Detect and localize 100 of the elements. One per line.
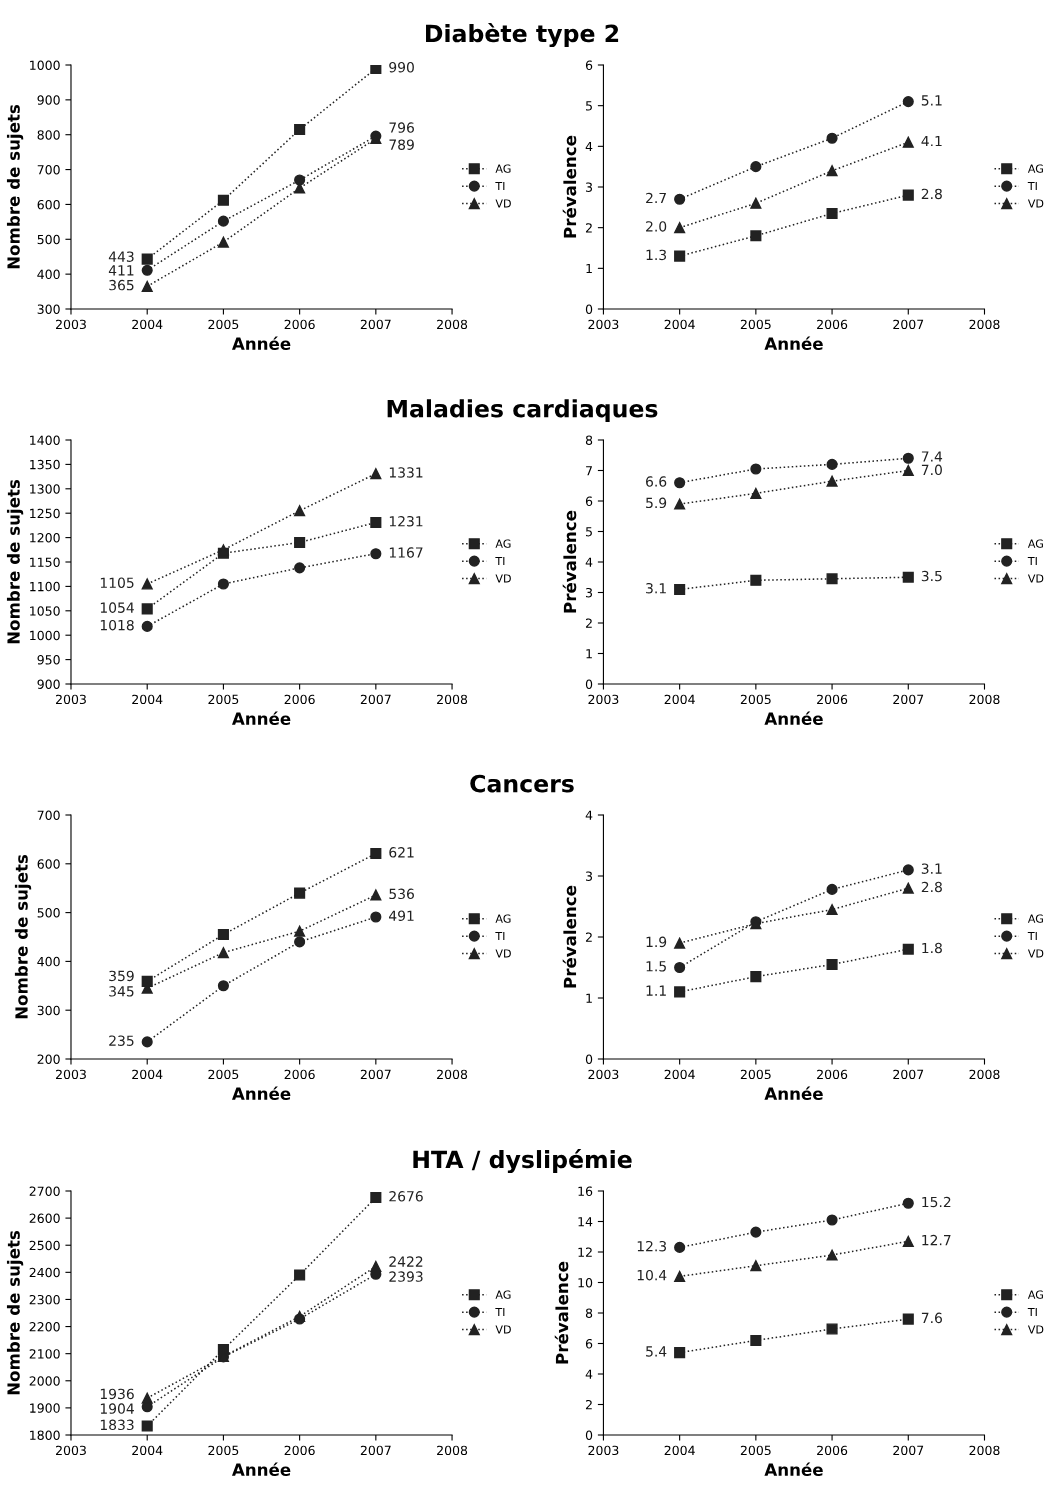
y-tick-label: 2600 [29,1213,60,1224]
y-tick-label: 2700 [29,1186,60,1196]
y-tick-label: 3 [586,587,593,598]
x-tick-label: 2004 [132,1069,163,1080]
x-tick-label: 2008 [437,1445,468,1456]
y-tick-label: 3 [586,871,593,881]
y-tick-label: 600 [37,199,60,210]
data-label: 1.1 [646,985,666,996]
y-tick-label: 1050 [30,606,60,616]
legend-label: VD [1027,199,1044,208]
x-tick-label: 2007 [893,319,924,330]
data-label: 3.1 [646,582,666,594]
y-tick-label: 12 [578,1247,592,1257]
data-label: 5.4 [646,1346,667,1357]
data-label: 1167 [389,547,423,558]
y-tick-label: 10 [578,1277,593,1288]
legend-label: AG [495,539,511,548]
y-tick-label: 700 [37,810,60,820]
legend-label: TI [495,181,505,191]
x-axis-title: Année [764,1086,823,1100]
data-label: 1936 [100,1388,134,1400]
y-tick-label: 950 [37,655,60,665]
y-axis-title: Prévalence [562,885,577,988]
y-tick-label: 6 [585,496,593,506]
data-label: 990 [389,62,414,73]
x-axis-title: Année [764,336,823,350]
data-label: 2393 [389,1271,423,1282]
x-tick-label: 2004 [664,1445,695,1456]
y-tick-label: 5 [586,527,592,537]
x-tick-label: 2003 [588,1445,619,1456]
x-tick-label: 2006 [284,1069,315,1080]
y-tick-label: 2 [585,932,592,942]
x-tick-label: 2006 [284,1445,315,1456]
y-tick-label: 300 [37,1005,60,1016]
y-tick-label: 5 [586,101,592,111]
data-label: 1331 [389,467,423,478]
text: Maladies cardiaques [387,399,658,423]
y-axis-title: Prévalence [562,135,577,238]
x-tick-label: 2004 [132,1445,163,1456]
y-tick-label: 2400 [29,1267,60,1278]
data-label: 7.0 [921,464,942,476]
x-axis-title: Année [231,711,291,725]
y-tick-label: 900 [37,679,60,689]
y-tick-label: 1 [586,993,592,1003]
y-tick-label: 1250 [30,508,60,519]
data-label: 621 [389,847,414,858]
data-label: 345 [109,986,134,997]
x-tick-label: 2003 [588,1069,619,1080]
x-tick-label: 2003 [56,1069,86,1080]
legend-label: AG [1027,539,1043,548]
x-tick-label: 2005 [208,694,239,705]
y-tick-label: 1100 [30,581,60,592]
x-tick-label: 2005 [208,319,239,330]
y-axis-title: Nombre de sujets [14,854,32,1019]
data-label: 1054 [100,602,134,613]
y-tick-label: 14 [578,1217,593,1227]
data-label: 2.8 [921,188,942,200]
y-tick-label: 500 [37,234,60,245]
y-tick-label: 4 [585,141,593,152]
x-tick-label: 2006 [284,694,315,705]
data-label: 2422 [389,1256,423,1267]
x-tick-label: 2008 [969,694,1000,705]
data-label: 4.1 [921,135,942,147]
y-tick-label: 200 [37,1054,60,1064]
y-tick-label: 1000 [30,630,60,641]
x-tick-label: 2003 [56,319,86,330]
x-tick-label: 2006 [817,1445,848,1456]
x-tick-label: 2004 [664,319,695,330]
data-label: 12.3 [637,1240,667,1252]
legend-label: TI [1027,181,1037,191]
data-label: 359 [109,970,134,982]
y-tick-label: 0 [585,679,593,689]
x-tick-label: 2007 [360,319,391,330]
data-label: 1.8 [922,942,942,954]
y-tick-label: 16 [578,1186,593,1196]
y-tick-label: 1400 [30,435,60,445]
x-tick-label: 2008 [437,319,468,330]
legend-label: AG [1027,1290,1043,1299]
x-axis-title: Année [231,336,291,350]
legend-label: AG [495,1290,511,1299]
y-tick-label: 400 [37,956,60,967]
data-label: 2.8 [921,881,942,893]
legend-label: TI [1027,931,1037,941]
y-tick-label: 2 [585,618,592,628]
legend-label: AG [495,164,511,173]
data-label: 7.4 [921,451,943,462]
x-tick-label: 2008 [437,1069,468,1080]
data-label: 1.5 [646,961,666,972]
legend-label: VD [495,949,511,958]
data-label: 491 [389,910,414,922]
data-label: 3.5 [921,570,942,582]
x-tick-label: 2008 [969,1069,1000,1080]
x-tick-label: 2005 [740,319,771,330]
data-label: 5.9 [646,497,667,509]
legend-label: VD [1027,949,1044,958]
y-tick-label: 8 [585,1308,593,1318]
x-tick-label: 2006 [817,694,848,705]
y-tick-label: 1800 [30,1430,60,1440]
x-tick-label: 2007 [893,1069,924,1080]
y-tick-label: 4 [585,1369,593,1379]
